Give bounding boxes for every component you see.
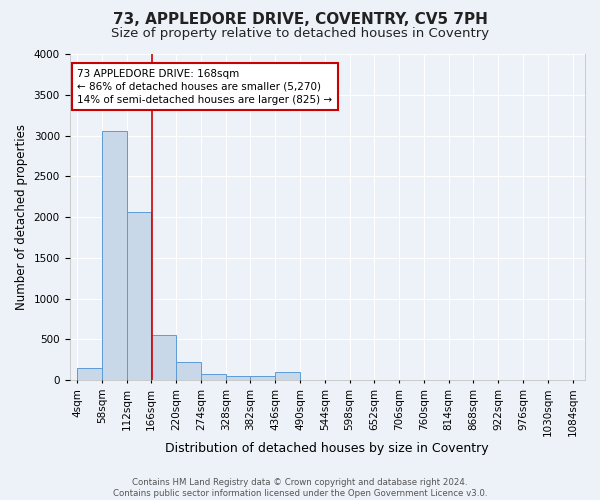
Bar — [102, 130, 127, 380]
Bar — [226, 376, 250, 380]
Bar — [275, 372, 300, 380]
Bar — [176, 362, 201, 380]
Bar — [201, 374, 226, 380]
Text: Size of property relative to detached houses in Coventry: Size of property relative to detached ho… — [111, 28, 489, 40]
Y-axis label: Number of detached properties: Number of detached properties — [15, 124, 28, 310]
Bar — [151, 334, 176, 380]
X-axis label: Distribution of detached houses by size in Coventry: Distribution of detached houses by size … — [166, 442, 489, 455]
Text: 73, APPLEDORE DRIVE, COVENTRY, CV5 7PH: 73, APPLEDORE DRIVE, COVENTRY, CV5 7PH — [113, 12, 487, 28]
Bar — [77, 368, 102, 380]
Text: Contains HM Land Registry data © Crown copyright and database right 2024.
Contai: Contains HM Land Registry data © Crown c… — [113, 478, 487, 498]
Bar — [127, 212, 151, 380]
Text: 73 APPLEDORE DRIVE: 168sqm
← 86% of detached houses are smaller (5,270)
14% of s: 73 APPLEDORE DRIVE: 168sqm ← 86% of deta… — [77, 68, 332, 105]
Bar — [250, 376, 275, 380]
